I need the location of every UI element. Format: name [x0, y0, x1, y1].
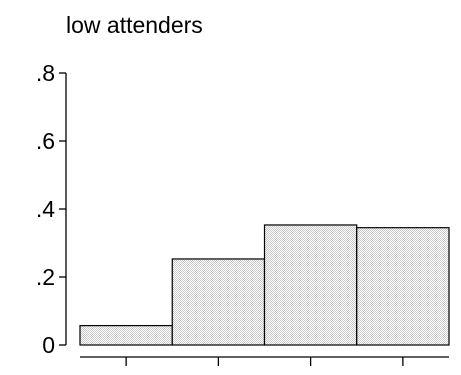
y-axis: 0 .2 .4 .6 .8 — [36, 60, 67, 358]
y-tick-label: 0 — [42, 332, 55, 358]
histogram-bar — [356, 227, 450, 346]
y-tick-label: .6 — [36, 128, 55, 154]
chart-title: low attenders — [66, 12, 203, 38]
histogram-bar — [171, 258, 266, 346]
y-tick-label: .4 — [36, 196, 55, 222]
x-axis — [80, 356, 449, 366]
y-tick-label: .8 — [36, 60, 55, 86]
histogram-bar — [79, 325, 173, 346]
y-tick-label: .2 — [36, 264, 55, 290]
histogram-bar — [263, 224, 358, 346]
bars — [79, 224, 450, 346]
